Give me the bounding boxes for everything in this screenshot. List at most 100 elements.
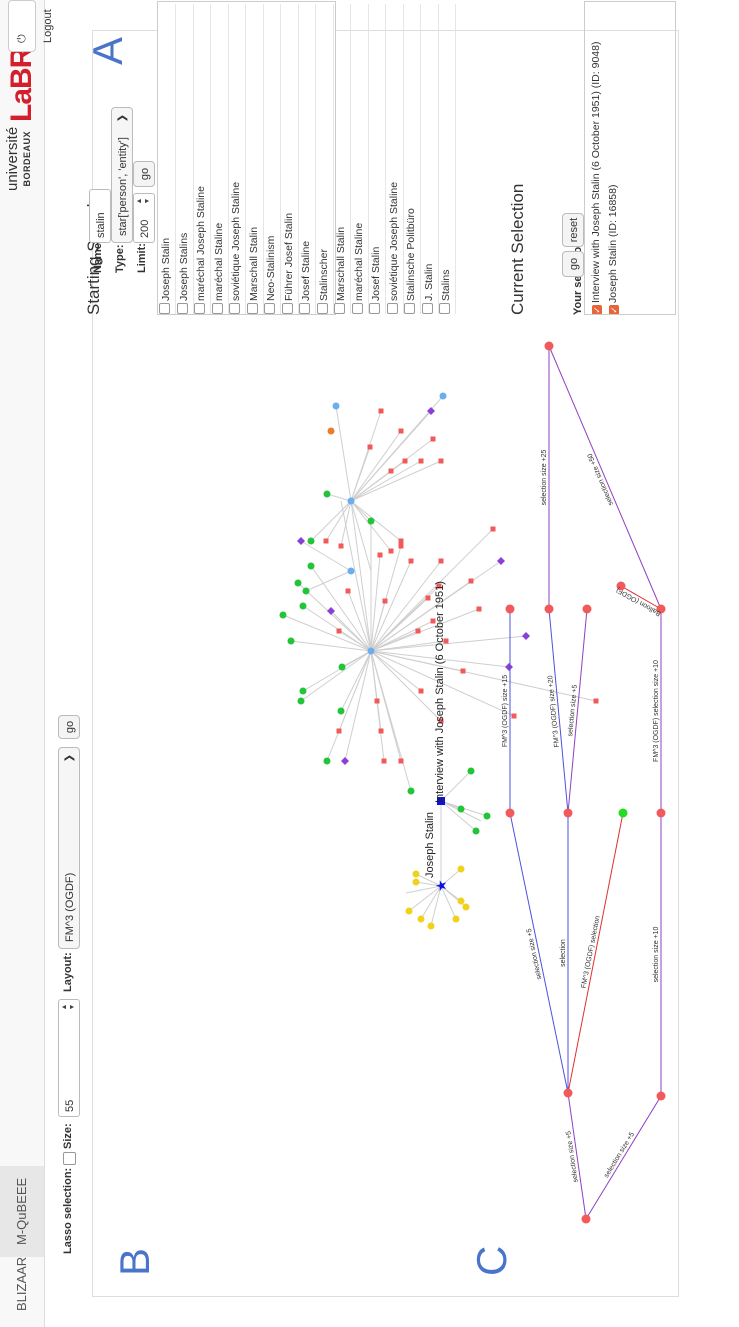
history-node[interactable] — [656, 604, 666, 614]
graph-node[interactable] — [430, 436, 436, 442]
graph-node[interactable] — [323, 538, 329, 544]
history-node[interactable] — [582, 604, 592, 614]
result-checkbox[interactable] — [439, 303, 450, 314]
graph-node[interactable] — [287, 637, 295, 645]
graph-node[interactable] — [415, 628, 421, 634]
graph-node[interactable] — [457, 897, 465, 905]
graph-node[interactable] — [307, 537, 315, 545]
history-node[interactable] — [544, 604, 554, 614]
graph-node[interactable] — [398, 758, 404, 764]
graph-node[interactable] — [378, 728, 384, 734]
history-node[interactable] — [656, 808, 666, 818]
graph-node[interactable] — [332, 402, 340, 410]
graph-node[interactable] — [425, 595, 431, 601]
graph-node[interactable] — [402, 458, 408, 464]
graph-node[interactable] — [378, 408, 384, 414]
history-node[interactable] — [563, 1088, 573, 1098]
history-node[interactable] — [544, 341, 554, 351]
graph-node[interactable] — [347, 567, 355, 575]
graph-node[interactable] — [381, 758, 387, 764]
graph-node[interactable] — [347, 497, 355, 505]
graph-node[interactable] — [294, 579, 302, 587]
result-checkbox[interactable] — [264, 303, 275, 314]
result-checkbox[interactable] — [211, 303, 223, 314]
graph-node[interactable] — [327, 427, 335, 435]
graph-node[interactable] — [427, 407, 435, 415]
search-result-item[interactable]: Marschall Stalin — [333, 4, 351, 314]
graph-node[interactable] — [522, 632, 530, 640]
graph-node[interactable] — [593, 698, 599, 704]
graph-node[interactable] — [457, 805, 465, 813]
history-node[interactable] — [505, 808, 515, 818]
graph-node[interactable] — [472, 827, 480, 835]
graph-node[interactable] — [336, 728, 342, 734]
size-spinner-icon[interactable]: ▲ ▼ — [61, 1003, 76, 1011]
graph-node[interactable] — [418, 458, 424, 464]
graph-node[interactable] — [462, 903, 470, 911]
result-checkbox[interactable] — [159, 303, 170, 314]
graph-node[interactable] — [307, 562, 315, 570]
lasso-checkbox[interactable] — [63, 1152, 76, 1165]
result-checkbox[interactable] — [334, 303, 345, 314]
result-checkbox[interactable] — [176, 303, 188, 314]
result-checkbox[interactable] — [386, 303, 398, 314]
search-result-item[interactable]: Josef Staline — [298, 4, 316, 314]
graph-node[interactable] — [302, 587, 310, 595]
graph-node[interactable] — [427, 922, 435, 930]
search-result-item[interactable]: maréchal Staline — [210, 4, 229, 314]
result-checkbox[interactable] — [229, 303, 240, 314]
graph-node[interactable] — [457, 865, 465, 873]
size-input[interactable]: 55 ▲ ▼ — [58, 999, 80, 1117]
graph-node[interactable] — [412, 878, 420, 886]
search-result-item[interactable]: Neo-Stalinism — [263, 4, 281, 314]
graph-node[interactable] — [438, 718, 444, 724]
graph-node[interactable] — [388, 548, 394, 554]
selection-reset-button[interactable]: reset — [562, 213, 584, 247]
graph-node[interactable] — [382, 598, 388, 604]
graph-node[interactable] — [336, 628, 342, 634]
graph-node[interactable] — [412, 870, 420, 878]
graph-node[interactable] — [468, 578, 474, 584]
result-checkbox[interactable] — [281, 303, 293, 314]
search-go-button[interactable]: go — [133, 161, 155, 187]
limit-input[interactable]: 200 ▲ ▼ — [133, 193, 155, 243]
search-result-item[interactable]: Joseph Stalin — [158, 4, 176, 314]
result-checkbox[interactable] — [246, 303, 258, 314]
graph-node[interactable] — [398, 428, 404, 434]
graph-node[interactable] — [476, 606, 482, 612]
graph-node[interactable] — [398, 538, 404, 544]
graph-node[interactable] — [279, 611, 287, 619]
search-result-item[interactable]: maréchal Joseph Staline — [193, 4, 211, 314]
graph-node[interactable] — [408, 558, 414, 564]
result-checkbox[interactable] — [421, 303, 433, 314]
search-result-item[interactable]: Marschall Stalin — [245, 4, 264, 314]
history-node[interactable] — [616, 581, 626, 591]
graph-node[interactable] — [417, 915, 425, 923]
graph-node[interactable] — [299, 602, 307, 610]
layout-go-button[interactable]: go — [58, 715, 80, 739]
search-result-item[interactable]: Stalins — [438, 4, 456, 314]
search-result-item[interactable]: maréchal Staline — [350, 4, 369, 314]
search-result-item[interactable]: Joseph Stalins — [175, 4, 194, 314]
history-node[interactable] — [563, 808, 573, 818]
graph-node[interactable] — [443, 638, 449, 644]
graph-canvas[interactable]: ★ Interview with Joseph Stalin (6 Octobe… — [93, 31, 678, 1296]
graph-node[interactable] — [490, 526, 496, 532]
result-checkbox[interactable] — [299, 303, 310, 314]
graph-node[interactable] — [345, 588, 351, 594]
graph-node[interactable] — [327, 607, 335, 615]
graph-node[interactable] — [398, 543, 404, 549]
graph-node[interactable] — [418, 688, 424, 694]
graph-node[interactable] — [367, 517, 375, 525]
graph-node[interactable] — [297, 697, 305, 705]
layout-select[interactable]: FM^3 (OGDF) ❯ — [58, 747, 80, 949]
graph-view-panel[interactable]: B C — [92, 30, 679, 1297]
focus-node[interactable] — [437, 797, 445, 805]
history-node[interactable] — [656, 1091, 666, 1101]
focus-star-node[interactable]: ★ — [433, 879, 449, 892]
graph-node[interactable] — [405, 907, 413, 915]
graph-node[interactable] — [483, 812, 491, 820]
search-results-list[interactable]: Joseph Stalin Joseph Stalins maréchal Jose… — [157, 1, 456, 315]
type-select[interactable]: star['person', 'entity'] ❯ — [111, 107, 133, 243]
result-checkbox[interactable] — [316, 303, 328, 314]
